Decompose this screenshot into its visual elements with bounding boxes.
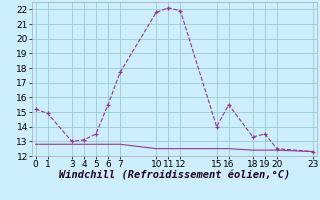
X-axis label: Windchill (Refroidissement éolien,°C): Windchill (Refroidissement éolien,°C) bbox=[59, 171, 290, 181]
